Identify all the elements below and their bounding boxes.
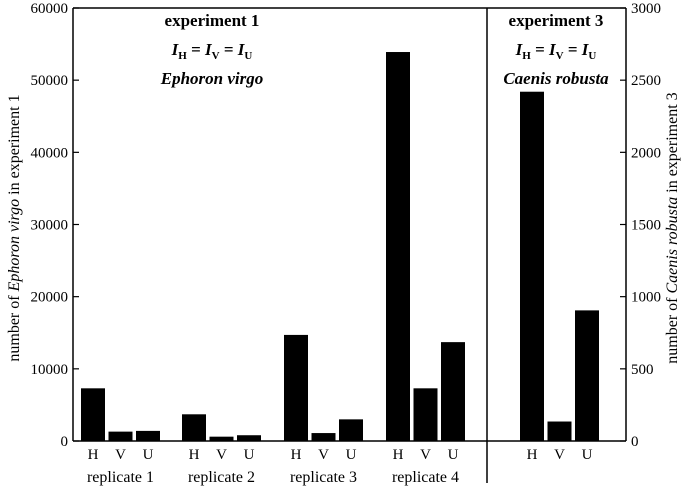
condition-label: IH = IV = IU: [171, 40, 253, 62]
left-y-tick-label: 60000: [31, 1, 69, 17]
bar: [575, 310, 599, 441]
bar: [284, 334, 308, 441]
bar: [386, 52, 410, 441]
right-y-axis-label: number of Caenis robusta in experiment 3: [664, 92, 681, 363]
right-y-tick-label: 1500: [631, 218, 661, 234]
category-tick-label: U: [244, 447, 255, 463]
species-label: Ephoron virgo: [160, 69, 264, 88]
panel-title: experiment 3: [509, 11, 604, 30]
bar: [441, 342, 465, 441]
bar: [81, 388, 105, 441]
category-tick-label: V: [318, 447, 329, 463]
left-y-axis-label: number of Ephoron virgo in experiment 1: [6, 94, 23, 361]
right-y-tick-label: 1000: [631, 290, 661, 306]
left-y-tick-label: 20000: [31, 290, 69, 306]
right-y-tick-label: 500: [631, 362, 654, 378]
right-y-tick-label: 3000: [631, 1, 661, 17]
group-label: replicate 3: [290, 469, 357, 486]
category-tick-label: V: [115, 447, 126, 463]
category-tick-label: H: [291, 447, 302, 463]
category-tick-label: U: [448, 447, 459, 463]
category-tick-label: U: [582, 447, 593, 463]
bar: [339, 419, 363, 441]
left-y-tick-label: 30000: [31, 218, 69, 234]
category-tick-label: H: [393, 447, 404, 463]
species-label: Caenis robusta: [503, 69, 609, 88]
category-tick-label: V: [216, 447, 227, 463]
category-tick-label: U: [346, 447, 357, 463]
bar: [209, 436, 234, 441]
bar: [311, 433, 336, 441]
group-label: replicate 2: [188, 469, 255, 486]
left-y-tick-label: 50000: [31, 73, 69, 89]
left-y-tick-label: 0: [61, 434, 69, 450]
category-tick-label: H: [189, 447, 200, 463]
bar: [182, 414, 206, 441]
left-y-tick-label: 40000: [31, 145, 69, 161]
bar: [520, 91, 544, 442]
category-tick-label: H: [88, 447, 99, 463]
group-label: replicate 4: [392, 469, 459, 486]
group-label: replicate 1: [87, 469, 154, 486]
left-y-tick-label: 10000: [31, 362, 69, 378]
bar: [108, 431, 133, 441]
bar: [136, 430, 160, 441]
category-tick-label: H: [527, 447, 538, 463]
bar: [547, 421, 572, 441]
category-tick-label: U: [143, 447, 154, 463]
condition-label: IH = IV = IU: [515, 40, 597, 62]
bar: [413, 388, 438, 441]
right-y-tick-label: 2000: [631, 145, 661, 161]
bar: [237, 435, 261, 441]
right-y-tick-label: 0: [631, 434, 639, 450]
category-tick-label: V: [554, 447, 565, 463]
category-tick-label: V: [420, 447, 431, 463]
panel-title: experiment 1: [165, 11, 260, 30]
right-y-tick-label: 2500: [631, 73, 661, 89]
